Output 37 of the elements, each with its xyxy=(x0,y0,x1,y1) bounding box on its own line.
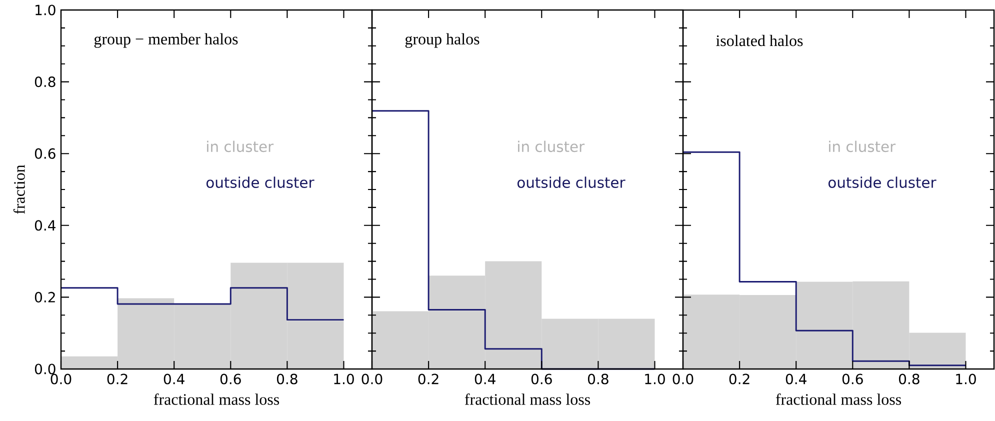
text: outside cluster xyxy=(206,176,314,188)
x-tick-label: 0.2 xyxy=(418,374,438,384)
y-tick-label: 0.6 xyxy=(34,148,56,159)
y-tick-label: 0.4 xyxy=(34,220,56,231)
x-tick-label: 0.0 xyxy=(362,374,382,384)
text: outside cluster xyxy=(517,176,626,188)
text: outside cluster xyxy=(828,176,936,188)
x-tick-label: 0.4 xyxy=(164,374,184,384)
x-tick-label: 0.6 xyxy=(842,374,863,384)
x-axis-title: fractional mass loss xyxy=(464,393,590,405)
x-tick-label: 0.4 xyxy=(786,374,806,384)
text: in cluster xyxy=(829,140,896,152)
y-tick-label: 0.8 xyxy=(34,76,56,88)
x-tick-label: 1.0 xyxy=(956,374,976,384)
x-tick-label: 0.6 xyxy=(531,374,552,384)
text: isolated halos xyxy=(716,34,803,46)
x-tick-label: 0.2 xyxy=(729,374,750,384)
text: in cluster xyxy=(518,140,585,152)
x-tick-label: 0.4 xyxy=(474,374,496,384)
y-axis-title: fraction xyxy=(13,164,25,214)
y-tick-label: 0.2 xyxy=(34,292,55,302)
x-tick-label: 0.0 xyxy=(672,374,694,384)
x-tick-label: 0.2 xyxy=(107,374,128,384)
y-tick-label: 0.0 xyxy=(34,364,56,374)
x-axis-title: fractional mass loss xyxy=(776,393,902,405)
x-tick-label: 0.0 xyxy=(50,374,72,384)
x-tick-label: 0.8 xyxy=(588,374,608,384)
text: group − member halos xyxy=(94,33,238,48)
x-tick-label: 0.6 xyxy=(220,374,241,384)
y-tick-label: 1.0 xyxy=(36,4,56,16)
x-tick-label: 0.8 xyxy=(276,374,298,384)
x-tick-label: 1.0 xyxy=(334,374,354,384)
text: group halos xyxy=(405,33,480,48)
x-tick-label: 0.8 xyxy=(898,374,920,384)
x-tick-label: 1.0 xyxy=(645,374,665,384)
text: in cluster xyxy=(207,140,274,152)
x-axis-title: fractional mass loss xyxy=(154,393,280,405)
